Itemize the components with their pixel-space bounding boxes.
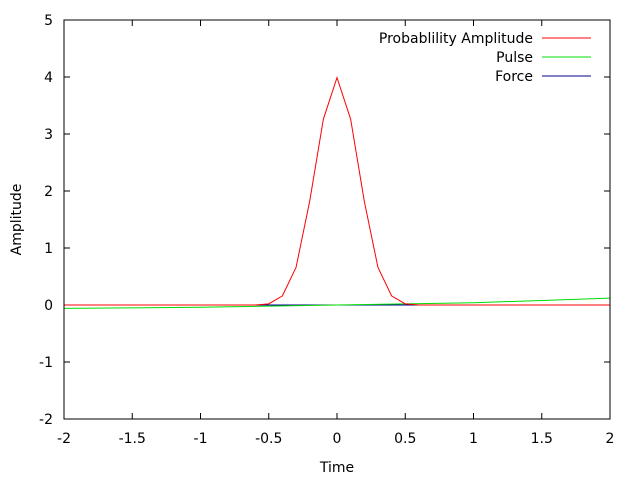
x-axis-label: Time: [319, 460, 354, 476]
y-tick-label: -1: [39, 355, 53, 371]
y-tick-label: 3: [44, 127, 53, 143]
legend: Probablility Amplitude Pulse Force: [379, 31, 591, 85]
x-tick-label: 2: [606, 431, 615, 447]
series-line-probablility-amplitude: [64, 75, 610, 306]
y-tick-label: 0: [44, 298, 53, 314]
legend-label: Pulse: [496, 50, 533, 66]
legend-label: Force: [495, 69, 533, 85]
series-line-pulse: [63, 297, 611, 309]
labels-layer: Time Amplitude: [9, 184, 354, 476]
x-tick-label: -2: [57, 431, 71, 447]
y-tick-label: 2: [44, 184, 53, 200]
y-tick-label: 1: [44, 241, 53, 257]
y-axis-label: Amplitude: [9, 184, 25, 256]
x-tick-label: -1.5: [119, 431, 146, 447]
plot-frame: [63, 19, 611, 420]
x-tick-label: -0.5: [255, 431, 282, 447]
legend-label: Probablility Amplitude: [379, 31, 533, 47]
x-tick-label: -1: [194, 431, 208, 447]
ticks-layer: -2 -1.5 -1 -0.5 0 0.5 1 1.5 2 -2 -1 0 1 2 3 4 5: [39, 13, 614, 447]
x-tick-label: 0.5: [394, 431, 416, 447]
x-tick-label: 1: [469, 431, 478, 447]
y-tick-label: -2: [39, 412, 53, 428]
x-tick-label: 0: [333, 431, 342, 447]
y-tick-label: 4: [44, 70, 53, 86]
y-tick-label: 5: [44, 13, 53, 29]
x-tick-label: 1.5: [531, 431, 553, 447]
series-layer: [63, 75, 611, 309]
